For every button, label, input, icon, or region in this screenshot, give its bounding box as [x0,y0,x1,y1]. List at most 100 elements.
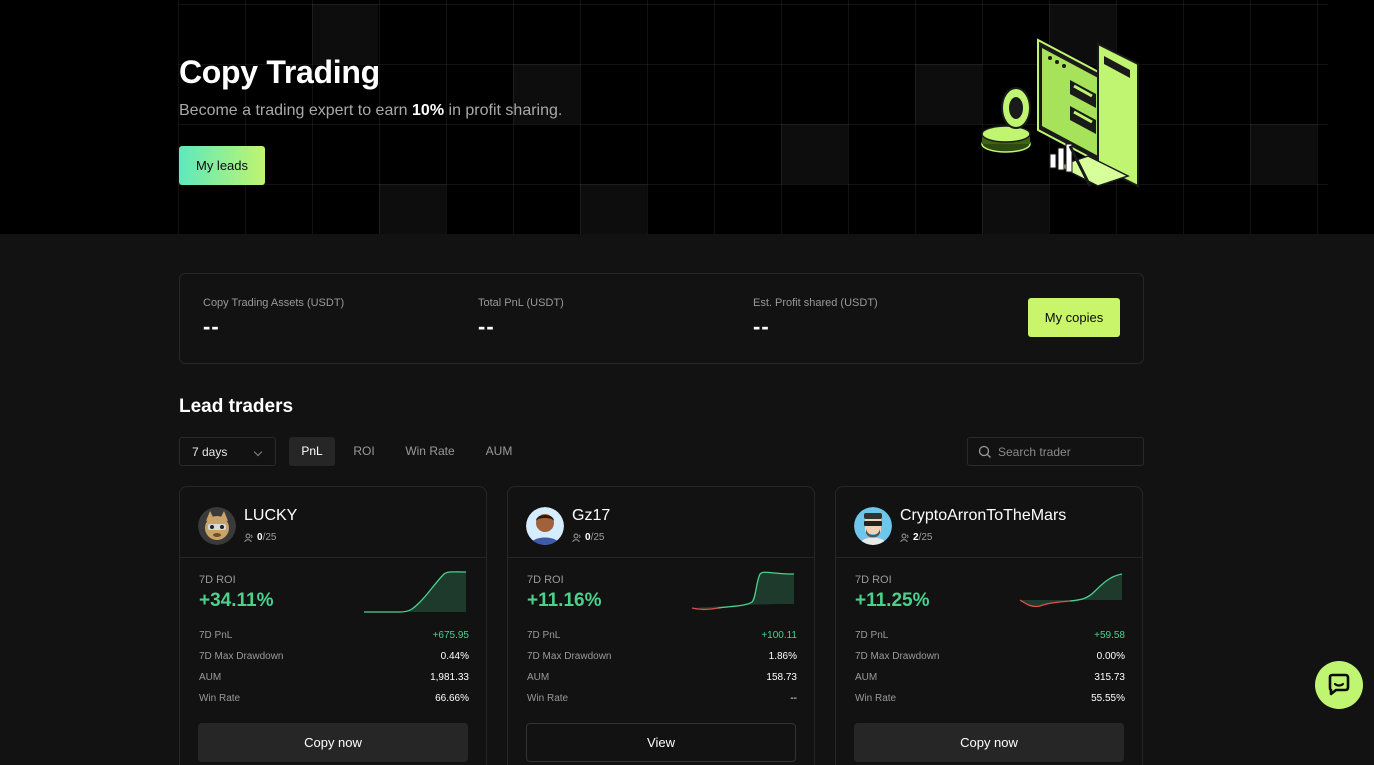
metric-value: 315.73 [1094,672,1125,683]
copy-now-button[interactable]: Copy now [854,723,1124,762]
metric-value: +675.95 [432,630,469,641]
metric-label: AUM [855,672,878,683]
copy-trading-summary: Copy Trading Assets (USDT) -- Total PnL … [179,273,1144,364]
metric-7d-max-drawdown: 7D Max Drawdown 0.44% [199,651,469,672]
my-leads-button[interactable]: My leads [179,146,265,185]
trader-name[interactable]: CryptoArronToTheMars [900,507,1067,524]
hero-subtitle: Become a trading expert to earn 10% in p… [179,102,562,120]
roi-sparkline [1019,573,1123,608]
metric-value: +100.11 [761,630,797,641]
metric-win-rate: Win Rate 55.55% [855,693,1125,714]
metric-label: 7D Max Drawdown [855,651,940,662]
metric-win-rate: Win Rate 66.66% [199,693,469,714]
hero-subtitle-text: in profit sharing. [444,102,563,119]
metric-value: 55.55% [1091,693,1125,704]
search-input[interactable] [998,438,1138,465]
trader-metrics: 7D PnL +100.11 7D Max Drawdown 1.86% AUM 15… [527,630,797,714]
metric-value: +59.58 [1094,630,1125,641]
roi-value: +34.11% [199,590,274,611]
hero-tile [1250,124,1317,184]
metric-value: 158.73 [766,672,797,683]
metric-label: Win Rate [855,693,897,704]
stat-profit-shared: Est. Profit shared (USDT) -- [753,297,878,340]
my-copies-button[interactable]: My copies [1028,298,1120,337]
trader-card-lucky[interactable]: LUCKY 0/25 7D ROI +34.11% 7D PnL +675.95 … [179,486,487,765]
stat-value: -- [203,314,220,339]
trader-name[interactable]: LUCKY [244,507,298,524]
metric-label: 7D Max Drawdown [199,651,284,662]
followers-max: /25 [262,532,277,543]
metric-label: 7D PnL [855,630,889,641]
metric-label: Win Rate [527,693,569,704]
trader-card-header: Gz17 0/25 [508,487,814,558]
hero-tile [312,4,378,64]
metric-win-rate: Win Rate -- [527,693,797,714]
trading-monitor-illustration-icon [981,38,1139,188]
metric-7d-max-drawdown: 7D Max Drawdown 1.86% [527,651,797,672]
followers-count: 0/25 [244,532,276,543]
hero-subtitle-text: Become a trading expert to earn [179,102,413,119]
trader-filters: 7 days PnL ROI Win Rate AUM [179,437,1144,466]
stat-label: Copy Trading Assets (USDT) [203,297,345,309]
roi-sparkline [691,571,795,611]
metric-label: Win Rate [199,693,241,704]
period-select-value: 7 days [192,444,228,459]
metric-label: 7D PnL [199,630,233,641]
metric-value: 1.86% [768,651,797,662]
lead-traders-title: Lead traders [179,396,294,417]
page-title: Copy Trading [179,54,380,90]
roi-value: +11.25% [855,590,930,611]
avatar [198,507,236,545]
roi-value: +11.16% [527,590,602,611]
stat-value: -- [753,314,770,339]
profit-share-percent: 10% [412,102,445,119]
avatar [526,507,564,545]
stat-value: -- [478,314,495,339]
metric-aum: AUM 1,981.33 [199,672,469,693]
metric-value: 0.00% [1096,651,1125,662]
trader-card-gz17[interactable]: Gz17 0/25 7D ROI +11.16% 7D PnL +100.11 7… [507,486,815,765]
trader-card-cryptoarrontothemars[interactable]: CryptoArronToTheMars 2/25 7D ROI +11.25%… [835,486,1143,765]
trader-metrics: 7D PnL +59.58 7D Max Drawdown 0.00% AUM 315… [855,630,1125,714]
tab-aum[interactable]: AUM [485,444,513,458]
followers-max: /25 [918,532,933,543]
trader-metrics: 7D PnL +675.95 7D Max Drawdown 0.44% AUM 1,… [199,630,469,714]
avatar [854,507,892,545]
trader-card-header: LUCKY 0/25 [180,487,486,558]
metric-aum: AUM 158.73 [527,672,797,693]
followers-icon [900,533,909,542]
tab-win-rate[interactable]: Win Rate [405,444,455,458]
hero-banner: Copy Trading Become a trading expert to … [0,0,1374,234]
trader-name[interactable]: Gz17 [572,507,611,524]
copy-now-button[interactable]: Copy now [198,723,468,762]
period-select[interactable]: 7 days [179,437,276,466]
view-button[interactable]: View [526,723,796,762]
metric-7d-max-drawdown: 7D Max Drawdown 0.00% [855,651,1125,672]
roi-label: 7D ROI [199,574,236,586]
metric-aum: AUM 315.73 [855,672,1125,693]
hero-tile [781,124,848,184]
roi-label: 7D ROI [855,574,892,586]
chevron-down-icon [253,447,263,457]
followers-current: 2 [913,532,919,543]
metric-label: AUM [527,672,550,683]
metric-value: 0.44% [440,651,469,662]
followers-icon [244,533,253,542]
stat-assets: Copy Trading Assets (USDT) -- [203,297,344,340]
metric-value: 66.66% [435,693,469,704]
hero-tile [379,184,446,234]
hero-tile [915,64,982,124]
stat-label: Total PnL (USDT) [478,297,564,309]
metric-7d-pnl: 7D PnL +59.58 [855,630,1125,651]
followers-max: /25 [590,532,605,543]
followers-current: 0 [257,532,263,543]
tab-roi[interactable]: ROI [353,444,375,458]
search-icon [978,445,991,458]
support-chat-button[interactable] [1315,661,1363,709]
search-box [967,437,1144,466]
tab-pnl[interactable]: PnL [289,437,335,466]
metric-7d-pnl: 7D PnL +100.11 [527,630,797,651]
followers-count: 2/25 [900,532,932,543]
hero-tile [513,64,580,124]
